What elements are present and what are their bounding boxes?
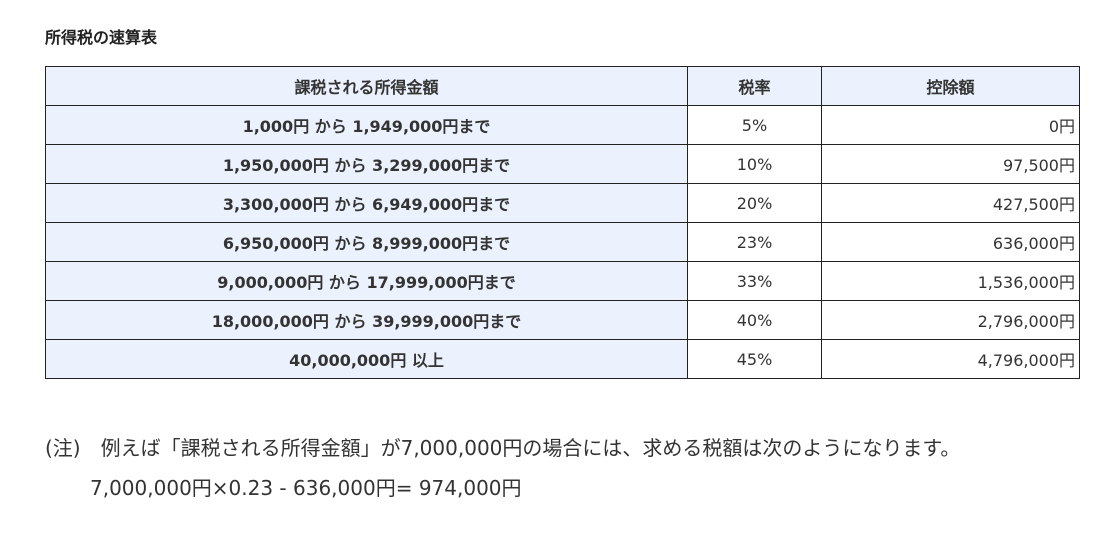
tax-table: 課税される所得金額 税率 控除額 1,000円 から 1,949,000円まで 5…	[45, 66, 1080, 379]
income-range-cell: 1,950,000円 から 3,299,000円まで	[45, 144, 688, 184]
income-range-cell: 18,000,000円 から 39,999,000円まで	[45, 300, 688, 340]
table-row: 40,000,000円 以上 45% 4,796,000円	[45, 339, 1080, 379]
deduction-cell: 4,796,000円	[821, 339, 1080, 379]
table-row: 1,000円 から 1,949,000円まで 5% 0円	[45, 105, 1080, 145]
income-range-cell: 9,000,000円 から 17,999,000円まで	[45, 261, 688, 301]
tax-rate-cell: 23%	[687, 222, 822, 262]
table-row: 3,300,000円 から 6,949,000円まで 20% 427,500円	[45, 183, 1080, 223]
tax-rate-cell: 33%	[687, 261, 822, 301]
income-range-cell: 1,000円 から 1,949,000円まで	[45, 105, 688, 145]
income-range-cell: 40,000,000円 以上	[45, 339, 688, 379]
deduction-cell: 636,000円	[821, 222, 1080, 262]
table-row: 9,000,000円 から 17,999,000円まで 33% 1,536,000円	[45, 261, 1080, 301]
income-range-cell: 3,300,000円 から 6,949,000円まで	[45, 183, 688, 223]
deduction-cell: 427,500円	[821, 183, 1080, 223]
header-deduction: 控除額	[821, 66, 1080, 106]
tax-rate-cell: 20%	[687, 183, 822, 223]
deduction-cell: 2,796,000円	[821, 300, 1080, 340]
page-title: 所得税の速算表	[45, 28, 158, 47]
income-range-cell: 6,950,000円 から 8,999,000円まで	[45, 222, 688, 262]
table-row: 6,950,000円 から 8,999,000円まで 23% 636,000円	[45, 222, 1080, 262]
table-row: 18,000,000円 から 39,999,000円まで 40% 2,796,000…	[45, 300, 1080, 340]
header-income: 課税される所得金額	[45, 66, 688, 106]
tax-rate-cell: 5%	[687, 105, 822, 145]
tax-rate-cell: 40%	[687, 300, 822, 340]
note-text: (注) 例えば「課税される所得金額」が7,000,000円の場合には、求める税額…	[45, 436, 961, 460]
tax-rate-cell: 45%	[687, 339, 822, 379]
tax-rate-cell: 10%	[687, 144, 822, 184]
header-rate: 税率	[687, 66, 822, 106]
deduction-cell: 97,500円	[821, 144, 1080, 184]
table-row: 1,950,000円 から 3,299,000円まで 10% 97,500円	[45, 144, 1080, 184]
deduction-cell: 1,536,000円	[821, 261, 1080, 301]
table-header-row: 課税される所得金額 税率 控除額	[45, 66, 1080, 106]
deduction-cell: 0円	[821, 105, 1080, 145]
calculation-example: 7,000,000円×0.23 - 636,000円= 974,000円	[90, 476, 522, 500]
